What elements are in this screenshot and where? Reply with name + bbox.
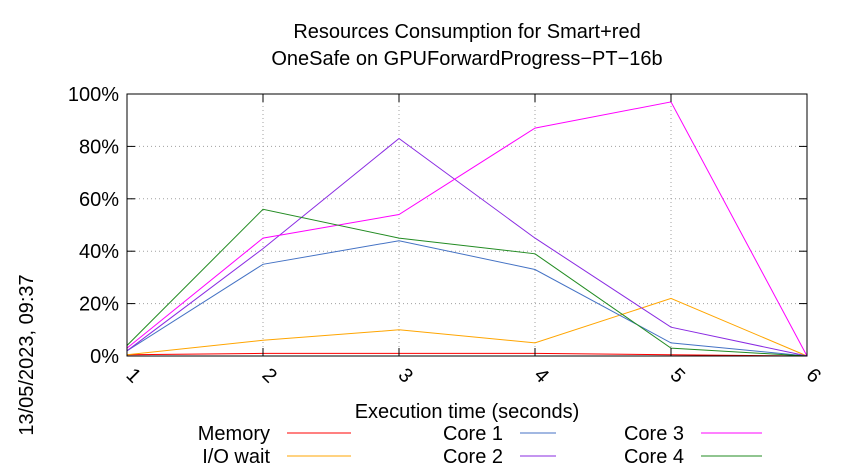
series-line-core-3 xyxy=(126,101,808,357)
legend-label: Core 2 xyxy=(443,446,503,468)
y-tick-label: 40% xyxy=(79,241,119,263)
y-tick-label: 60% xyxy=(79,189,119,211)
legend-label: Core 3 xyxy=(624,423,684,445)
legend-label: I/O wait xyxy=(202,446,270,468)
legend-label: Core 1 xyxy=(443,423,503,445)
x-tick-label: 6 xyxy=(802,364,825,387)
series-line-i-o-wait xyxy=(126,297,808,357)
y-tick-label: 80% xyxy=(79,136,119,158)
x-tick-label: 3 xyxy=(394,364,417,387)
x-axis-ticks: 1 2 3 4 5 6 xyxy=(122,94,825,387)
series-lines xyxy=(126,101,808,357)
x-tick-label: 5 xyxy=(666,364,689,387)
y-tick-label: 20% xyxy=(79,294,119,316)
chart-title-line-1: Resources Consumption for Smart+red xyxy=(293,21,640,43)
y-tick-label: 100% xyxy=(68,84,119,106)
timestamp-side-label: 13/05/2023, 09:37 xyxy=(16,274,38,435)
y-tick-label: 0% xyxy=(90,346,119,368)
x-tick-label: 1 xyxy=(122,364,145,387)
series-line-core-1 xyxy=(126,240,808,357)
chart-title-line-2: OneSafe on GPUForwardProgress−PT−16b xyxy=(271,48,662,70)
series-line-core-4 xyxy=(126,208,808,357)
x-axis-label: Execution time (seconds) xyxy=(355,401,580,423)
y-axis-ticks: 0% 20% 40% 60% 80% 100% xyxy=(68,84,807,368)
series-line-core-2 xyxy=(126,137,808,357)
series-line-memory xyxy=(126,352,808,357)
legend-label: Memory xyxy=(198,423,270,445)
x-tick-label: 2 xyxy=(258,364,281,387)
grid-lines xyxy=(127,94,807,356)
legend-label: Core 4 xyxy=(624,446,684,468)
x-tick-label: 4 xyxy=(530,364,553,387)
plot-area-border xyxy=(126,93,808,357)
